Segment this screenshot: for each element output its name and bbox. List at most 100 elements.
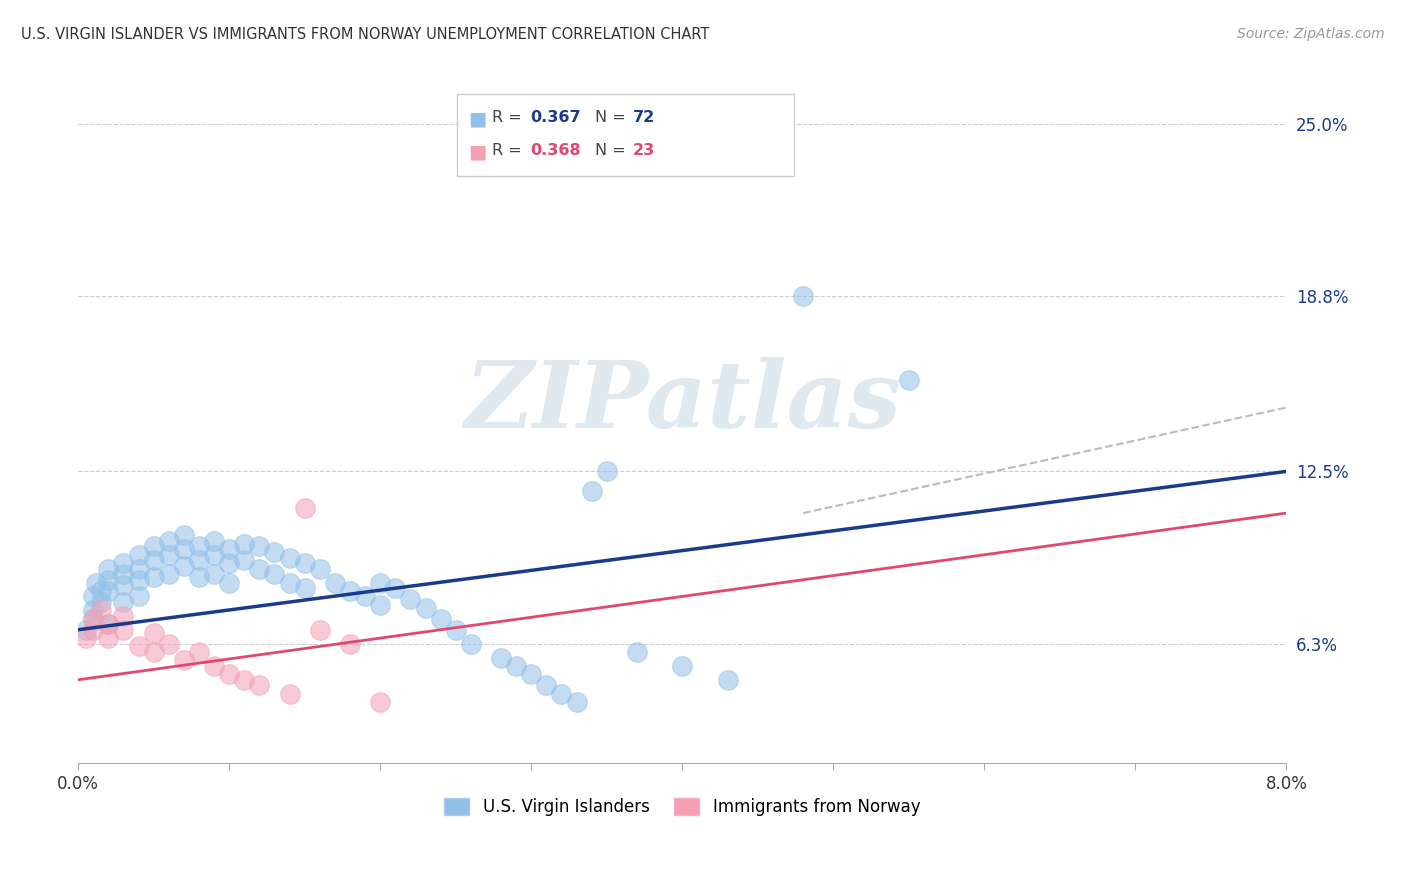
Point [202,659,225,673]
Point [671,659,693,673]
Point [368,575,391,590]
Point [142,625,165,640]
Point [278,550,301,565]
Text: U.S. VIRGIN ISLANDER VS IMMIGRANTS FROM NORWAY UNEMPLOYMENT CORRELATION CHART: U.S. VIRGIN ISLANDER VS IMMIGRANTS FROM … [21,27,710,42]
Point [82,612,104,626]
Point [97,617,120,632]
Point [368,598,391,612]
Point [218,575,240,590]
Text: ZIPatlas: ZIPatlas [464,357,901,447]
Point [142,570,165,584]
Point [218,556,240,570]
Point [142,645,165,659]
Point [173,653,195,667]
Point [112,567,135,582]
Point [323,575,346,590]
Point [75,631,97,645]
Point [188,570,211,584]
Text: ■: ■ [468,143,486,161]
Point [97,573,120,587]
Point [263,567,285,582]
Text: ■: ■ [468,110,486,128]
Point [354,590,377,604]
Point [142,540,165,554]
Point [90,603,112,617]
Legend: U.S. Virgin Islanders, Immigrants from Norway: U.S. Virgin Islanders, Immigrants from N… [436,789,929,824]
Point [294,581,316,595]
Point [247,678,270,692]
Point [157,533,180,548]
Point [75,623,97,637]
Point [505,659,527,673]
Point [294,500,316,515]
Point [233,673,256,687]
Point [173,528,195,542]
Point [218,667,240,681]
Point [399,592,422,607]
Point [82,623,104,637]
Point [233,553,256,567]
Point [294,556,316,570]
Point [489,650,512,665]
Point [128,548,150,562]
Point [278,575,301,590]
Point [565,695,588,709]
Point [384,581,406,595]
Point [188,553,211,567]
Point [97,617,120,632]
Point [84,575,107,590]
Point [792,289,814,303]
Text: N =: N = [595,110,631,125]
Point [90,595,112,609]
Point [536,678,558,692]
Point [90,583,112,598]
Point [897,373,920,387]
Point [82,603,104,617]
Text: Source: ZipAtlas.com: Source: ZipAtlas.com [1237,27,1385,41]
Point [339,637,361,651]
Point [202,567,225,582]
Point [218,542,240,557]
Text: R =: R = [492,143,527,158]
Point [188,540,211,554]
Point [112,595,135,609]
Point [128,590,150,604]
Point [188,645,211,659]
Point [278,687,301,701]
Point [112,578,135,592]
Point [202,548,225,562]
Point [247,561,270,575]
Point [82,612,104,626]
Point [142,553,165,567]
Point [520,667,543,681]
Point [550,687,572,701]
Point [626,645,648,659]
Point [112,608,135,623]
Point [97,583,120,598]
Text: N =: N = [595,143,631,158]
Point [233,536,256,550]
Point [444,623,467,637]
Point [202,533,225,548]
Point [128,640,150,654]
Point [157,567,180,582]
Text: 0.368: 0.368 [530,143,581,158]
Point [128,573,150,587]
Point [308,561,330,575]
Point [128,561,150,575]
Point [173,558,195,573]
Point [247,540,270,554]
Point [308,623,330,637]
Point [415,600,437,615]
Text: 0.367: 0.367 [530,110,581,125]
Point [82,590,104,604]
Point [112,556,135,570]
Point [429,612,451,626]
Point [460,637,482,651]
Point [263,545,285,559]
Point [596,464,619,478]
Point [112,623,135,637]
Text: 72: 72 [633,110,655,125]
Point [717,673,740,687]
Point [97,631,120,645]
